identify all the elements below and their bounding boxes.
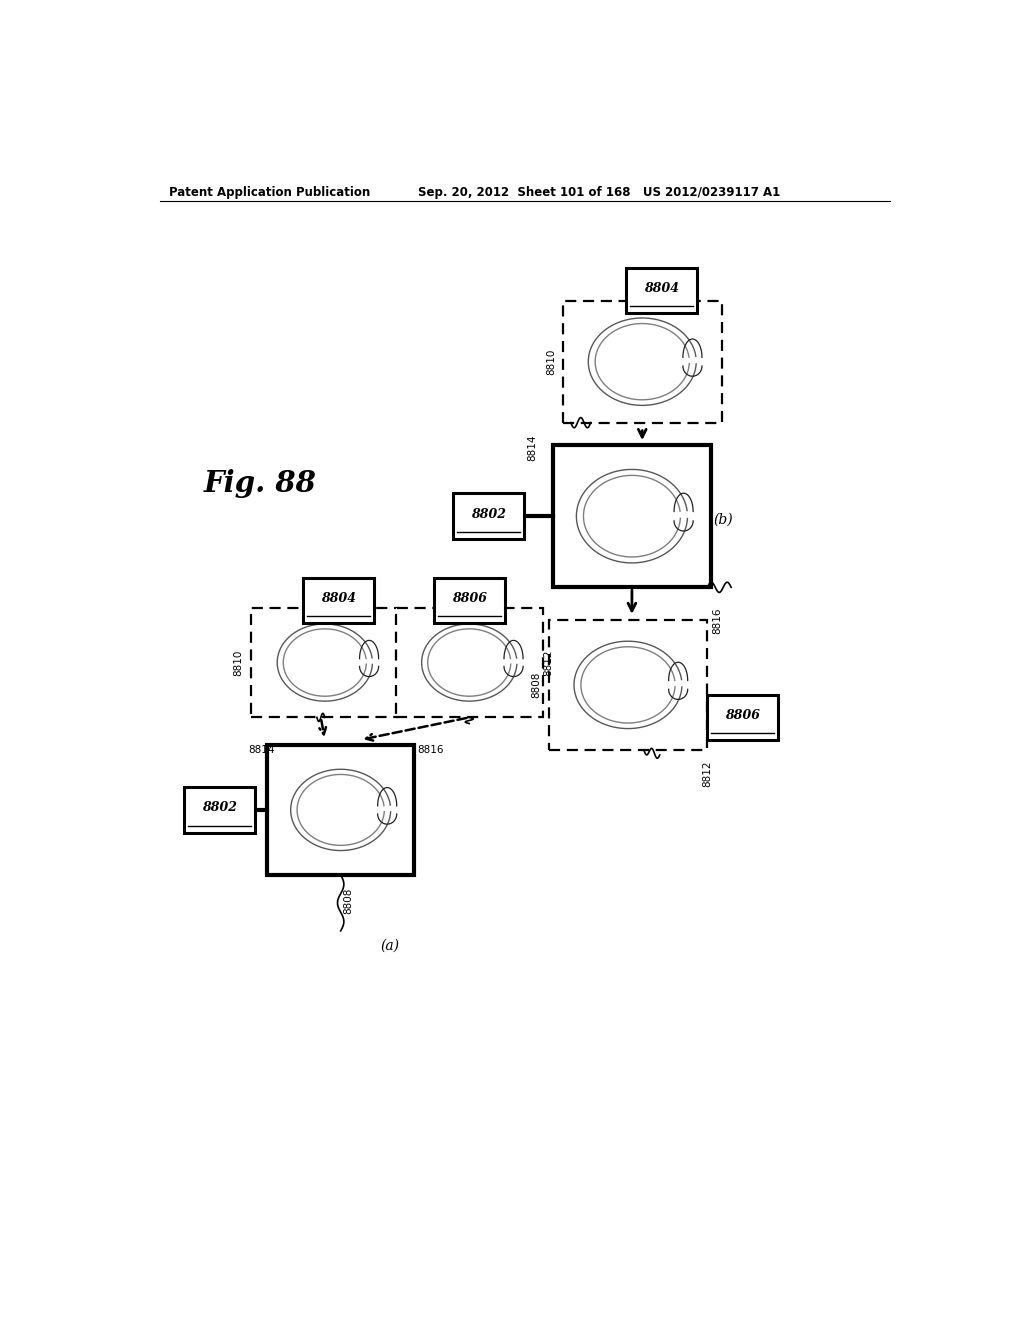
Text: 8806: 8806	[725, 709, 760, 722]
Bar	[563, 301, 722, 422]
Bar	[396, 607, 543, 718]
Text: (b): (b)	[714, 512, 733, 527]
Text: 8816: 8816	[712, 607, 722, 634]
Text: 8814: 8814	[527, 434, 537, 461]
Bar	[553, 445, 712, 587]
Bar	[453, 494, 524, 539]
Bar	[707, 694, 778, 741]
Text: Fig. 88: Fig. 88	[204, 469, 316, 498]
Bar	[433, 578, 505, 623]
Text: 8810: 8810	[233, 649, 244, 676]
Text: 8802: 8802	[202, 801, 237, 814]
Text: 8804: 8804	[644, 282, 679, 294]
Text: (a): (a)	[380, 939, 399, 953]
Bar	[549, 620, 708, 750]
Bar	[267, 744, 414, 875]
Bar	[626, 268, 697, 313]
Text: 8814: 8814	[249, 744, 275, 755]
Bar	[303, 578, 374, 623]
Text: 8810: 8810	[546, 348, 556, 375]
Text: 8804: 8804	[321, 591, 355, 605]
Text: 8808: 8808	[343, 887, 353, 913]
Text: 8808: 8808	[531, 672, 542, 698]
Text: 8812: 8812	[702, 760, 713, 787]
Text: 8816: 8816	[418, 744, 444, 755]
Bar	[183, 787, 255, 833]
Text: 8812: 8812	[544, 649, 554, 676]
Text: 8802: 8802	[471, 508, 506, 520]
Bar	[251, 607, 397, 718]
Text: Sep. 20, 2012  Sheet 101 of 168   US 2012/0239117 A1: Sep. 20, 2012 Sheet 101 of 168 US 2012/0…	[418, 186, 780, 199]
Text: 8806: 8806	[452, 591, 486, 605]
Text: Patent Application Publication: Patent Application Publication	[169, 186, 371, 199]
